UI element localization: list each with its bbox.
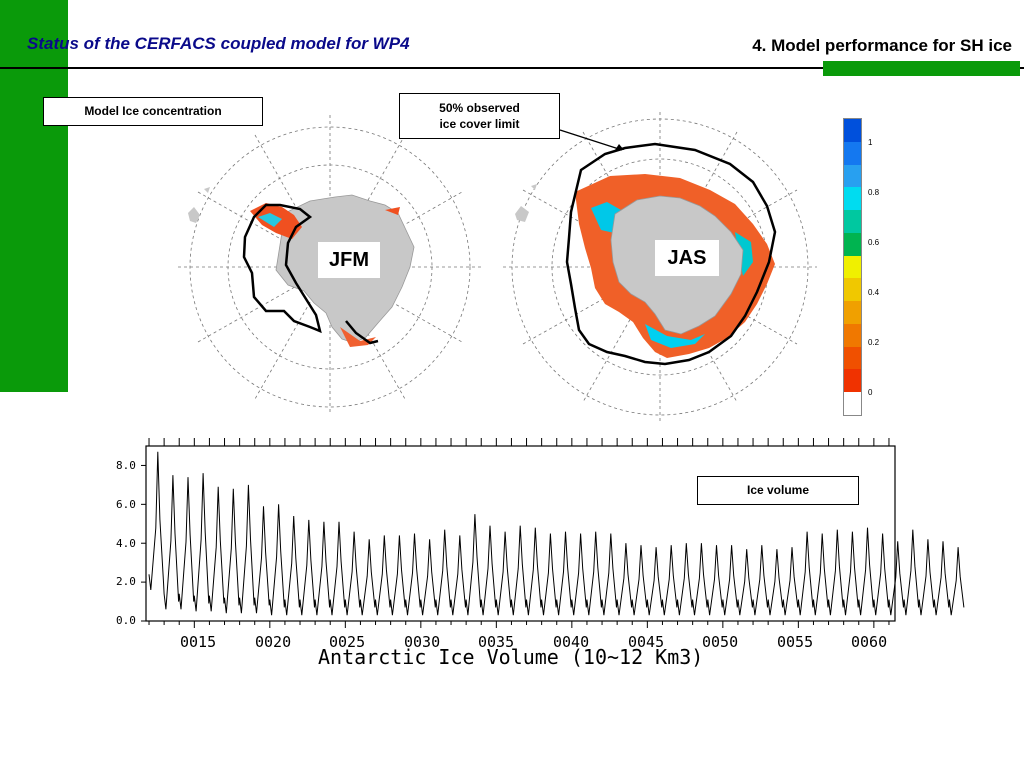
colorbar-segment	[844, 301, 861, 324]
x-tick-label: 0050	[702, 633, 739, 651]
x-tick-label: 0030	[404, 633, 441, 651]
x-tick-label: 0060	[851, 633, 888, 651]
annotation-line-2: ice cover limit	[439, 117, 520, 131]
jfm-season-label: JFM	[318, 242, 380, 278]
colorbar-tick-label: 0	[868, 388, 873, 397]
colorbar-segment	[844, 255, 861, 279]
jas-season-label: JAS	[655, 240, 719, 276]
colorbar-segment	[844, 278, 861, 302]
header-accent-bar	[823, 61, 1020, 76]
x-tick-label: 0035	[478, 633, 515, 651]
colorbar-segment	[844, 164, 861, 188]
colorbar-tick-label: 0.2	[868, 338, 880, 347]
chart-frame	[145, 445, 896, 622]
y-tick-label: 6.0	[116, 498, 136, 511]
section-title: 4. Model performance for SH ice	[752, 36, 1012, 55]
x-tick-label: 0020	[255, 633, 292, 651]
y-tick-label: 0.0	[116, 614, 136, 627]
colorbar-tick-label: 0.4	[868, 288, 880, 297]
annotation-line-1: 50% observed	[439, 101, 520, 115]
colorbar-segment	[844, 119, 861, 142]
x-tick-label: 0025	[329, 633, 366, 651]
green-side-bar	[0, 0, 68, 392]
y-tick-label: 4.0	[116, 537, 136, 550]
colorbar-segment	[844, 187, 861, 211]
x-tick-label: 0055	[777, 633, 814, 651]
colorbar-segment	[844, 323, 861, 347]
colorbar-segment	[844, 346, 861, 370]
colorbar	[843, 118, 862, 416]
x-axis-label: Antarctic Ice Volume (10~12 Km3)	[318, 645, 704, 669]
legend-ice-volume: Ice volume	[697, 476, 859, 505]
x-tick-label: 0045	[628, 633, 665, 651]
colorbar-tick-label: 1	[868, 138, 873, 147]
colorbar-tick-label: 0.6	[868, 238, 880, 247]
colorbar-segment	[844, 369, 861, 393]
header-divider	[0, 67, 1024, 69]
x-tick-label: 0015	[180, 633, 217, 651]
colorbar-segment	[844, 392, 861, 415]
y-tick-label: 8.0	[116, 459, 136, 472]
annotation-arrow	[559, 129, 624, 151]
colorbar-segment	[844, 141, 861, 165]
model-ice-concentration-label: Model Ice concentration	[43, 97, 263, 126]
x-tick-label: 0040	[553, 633, 590, 651]
observed-limit-annotation: 50% observed ice cover limit	[399, 93, 560, 139]
colorbar-tick-label: 0.8	[868, 188, 880, 197]
colorbar-segment	[844, 210, 861, 233]
slide-title: Status of the CERFACS coupled model for …	[27, 34, 410, 53]
y-tick-label: 2.0	[116, 575, 136, 588]
colorbar-segment	[844, 232, 861, 256]
